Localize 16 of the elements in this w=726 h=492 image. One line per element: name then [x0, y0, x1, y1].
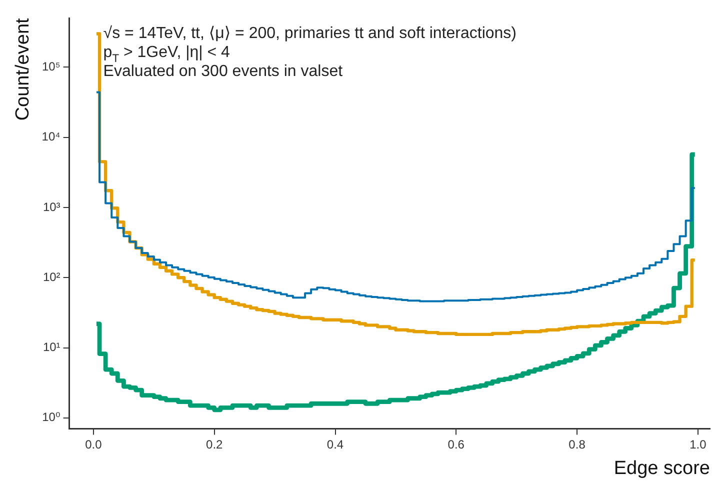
x-tick-label: 0.4 [326, 437, 344, 452]
annotation: √s = 14TeV, tt, ⟨μ⟩ = 200, primaries tt and soft interactions) [103, 25, 517, 42]
x-axis-title: Edge score [614, 458, 710, 479]
x-tick-label: 0.0 [85, 437, 102, 452]
y-tick-label: 10¹ [42, 340, 60, 354]
y-axis-title: Count/event [12, 17, 34, 121]
y-tick-label: 10⁰ [42, 410, 60, 424]
x-tick-label: 0.8 [568, 437, 586, 452]
y-tick-label: 10⁵ [42, 60, 60, 74]
y-tick-label: 10² [42, 270, 60, 284]
annotation: Evaluated on 300 events in valset [103, 63, 344, 80]
y-tick-label: 10³ [42, 200, 60, 214]
y-tick-label: 10⁴ [42, 130, 60, 144]
x-tick-label: 0.2 [206, 437, 224, 452]
x-tick-label: 0.6 [448, 437, 465, 452]
x-tick-label: 1.0 [690, 437, 707, 452]
